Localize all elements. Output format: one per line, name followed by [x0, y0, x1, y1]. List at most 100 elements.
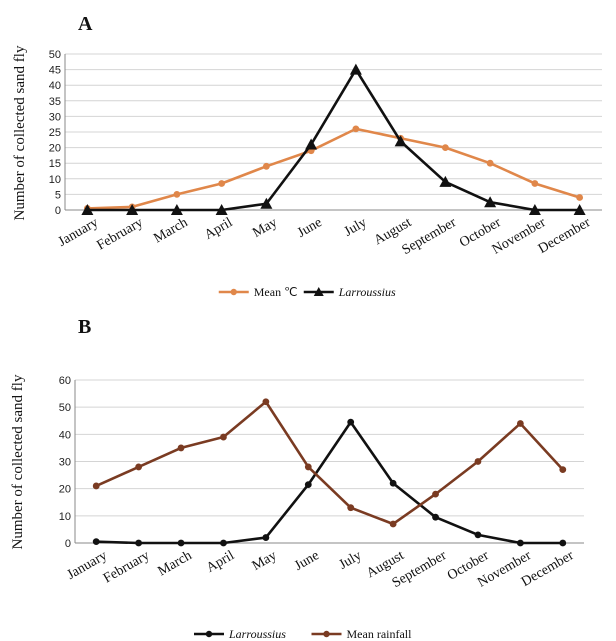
chart-panel-a: A Number of collected sand fly 0 5 10 15 20 25 3… — [12, 13, 602, 299]
x-tick-label-april: April — [204, 548, 237, 576]
y-tick-label: 50 — [59, 402, 71, 414]
y-tick-label: 20 — [59, 484, 71, 496]
legend-label-larroussius: Larroussius — [338, 285, 396, 299]
y-tick-label: 30 — [49, 111, 61, 123]
data-point-larroussius — [474, 531, 482, 539]
y-tick-label: 30 — [59, 457, 71, 469]
data-point-mean — [173, 191, 181, 198]
y-tick-label: 5 — [55, 189, 61, 201]
data-point-larroussius — [92, 538, 100, 546]
data-point-mean-rainfall — [516, 420, 524, 427]
data-point-mean-rainfall — [559, 466, 567, 474]
x-tick-label-february: February — [101, 548, 152, 586]
legend-marker — [313, 287, 324, 296]
data-point-larroussius — [126, 204, 139, 215]
data-point-larroussius — [349, 63, 362, 75]
x-tick-label-may: May — [250, 548, 280, 574]
panel-label: A — [78, 13, 93, 35]
y-tick-label: 15 — [49, 158, 61, 170]
data-point-mean-rainfall — [262, 398, 270, 406]
data-point-larroussius — [347, 418, 355, 426]
data-point-mean-rainfall — [304, 463, 312, 471]
x-tick-label-june: June — [292, 548, 322, 574]
y-tick-label: 35 — [49, 96, 61, 108]
y-tick-label: 50 — [49, 49, 61, 61]
series-line-mean — [87, 127, 581, 210]
legend-marker — [323, 630, 330, 638]
y-axis-label: Number of collected sand fly — [12, 45, 28, 220]
data-point-mean-rainfall — [177, 444, 185, 452]
data-point-larroussius — [260, 197, 273, 209]
data-point-larroussius — [516, 539, 524, 547]
y-tick-label: 10 — [59, 511, 71, 523]
data-point-larroussius — [559, 539, 567, 547]
y-tick-label: 0 — [55, 205, 61, 217]
data-point-larroussius — [177, 539, 185, 547]
data-point-mean-rainfall — [432, 490, 439, 498]
data-point-larroussius — [484, 196, 497, 208]
series-line-mean-rainfall — [95, 400, 564, 526]
data-point-larroussius — [81, 204, 94, 215]
series-mean-rainfall — [92, 398, 567, 528]
series-line-larroussius — [96, 420, 563, 545]
x-tick-label-march: March — [155, 548, 194, 579]
data-point-larroussius — [215, 204, 228, 215]
data-point-larroussius — [573, 204, 586, 215]
x-tick-label-april: April — [202, 215, 235, 243]
data-point-mean-rainfall — [220, 433, 227, 441]
chart-panel-b: B Number of collected sand fly 0 10 20 30 40 50… — [10, 316, 584, 641]
data-point-mean-rainfall — [347, 504, 355, 512]
data-point-mean — [352, 125, 360, 133]
y-tick-label: 60 — [59, 375, 71, 387]
series-larroussius — [81, 63, 586, 215]
data-point-mean — [576, 194, 584, 201]
x-tick-label-december: December — [536, 215, 594, 257]
y-axis-label: Number of collected sand fly — [10, 374, 26, 549]
data-point-larroussius — [304, 481, 312, 488]
legend-marker — [205, 630, 213, 638]
y-tick-label: 40 — [59, 429, 71, 441]
data-point-larroussius — [389, 479, 397, 487]
data-point-mean — [531, 180, 539, 187]
legend: Larroussius Mean rainfall — [194, 627, 412, 641]
legend-label-mean-rainfall: Mean rainfall — [347, 627, 413, 641]
data-point-mean — [262, 162, 270, 170]
y-tick-label: 10 — [49, 174, 61, 186]
data-point-larroussius — [135, 539, 143, 547]
data-point-larroussius — [305, 138, 318, 150]
legend-marker — [230, 288, 237, 296]
data-point-mean-rainfall — [135, 463, 143, 471]
y-tick-label: 45 — [49, 65, 61, 77]
y-tick-label: 20 — [49, 143, 61, 155]
panel-label: B — [78, 316, 91, 338]
data-point-larroussius — [394, 135, 407, 147]
y-tick-label: 25 — [49, 127, 61, 139]
series-larroussius — [92, 418, 567, 547]
series-line-larroussius — [87, 68, 580, 212]
data-point-mean — [441, 144, 449, 152]
y-tick-label: 40 — [49, 80, 61, 92]
y-tick-label: 0 — [65, 538, 71, 550]
data-point-mean-rainfall — [389, 520, 397, 528]
data-point-larroussius — [262, 534, 270, 541]
x-tick-label-march: March — [151, 215, 190, 246]
x-tick-label-february: February — [94, 215, 145, 253]
data-point-larroussius — [220, 539, 227, 547]
data-point-mean — [218, 180, 226, 187]
legend-label-larroussius: Larroussius — [228, 627, 286, 641]
legend: Mean ℃ Larroussius — [218, 285, 396, 299]
data-point-larroussius — [528, 204, 541, 215]
data-point-mean-rainfall — [474, 458, 482, 465]
x-tick-label-july: July — [342, 215, 370, 240]
x-tick-label-may: May — [250, 215, 280, 241]
x-tick-label-january: January — [56, 215, 101, 250]
data-point-mean — [486, 159, 494, 167]
data-point-larroussius — [170, 204, 183, 215]
series-mean — [83, 125, 584, 212]
legend-label-mean: Mean ℃ — [254, 285, 298, 299]
data-point-larroussius — [439, 175, 452, 187]
data-point-mean-rainfall — [92, 482, 100, 490]
x-tick-label-june: June — [295, 215, 325, 241]
x-tick-label-july: July — [337, 548, 365, 573]
